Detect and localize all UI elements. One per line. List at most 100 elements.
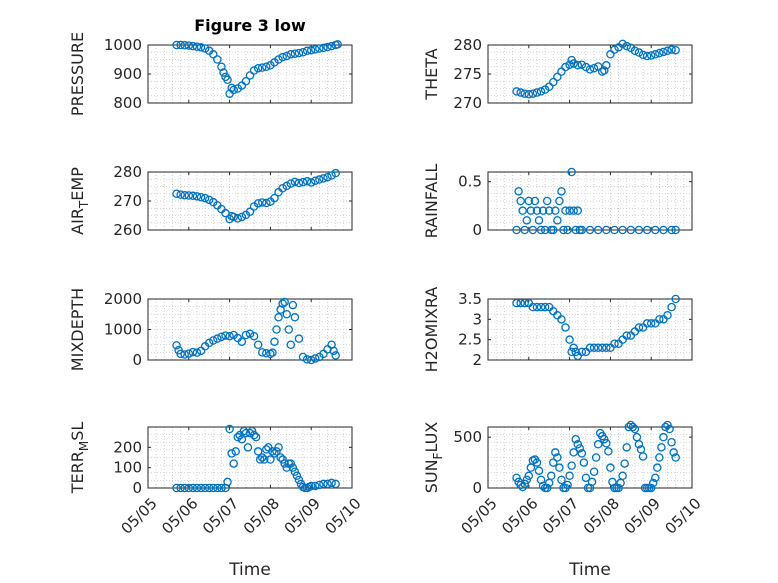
data-point [331,351,340,360]
data-point [516,196,525,206]
data-point [253,340,263,349]
data-point [546,471,556,481]
axes-frame [487,426,693,489]
data-point [646,483,656,493]
data-point [602,225,611,235]
data-point [634,440,644,449]
data-point [284,325,294,334]
data-point [565,335,574,344]
data-point [573,61,583,70]
data-point [311,481,320,491]
data-point [311,176,320,185]
data-point [655,315,664,324]
data-point [268,348,277,357]
data-series [512,420,680,493]
data-point [579,458,589,467]
data-point [563,225,572,235]
y-axis-label: SUNFLUX [422,422,445,494]
data-point [534,466,544,475]
data-point [249,66,259,75]
data-point [323,172,332,182]
data-point [516,298,525,308]
data-point [294,475,304,485]
data-point [274,443,283,452]
data-point [213,334,222,343]
data-point [306,355,316,365]
data-point [249,430,259,440]
y-tick-label: 0 [472,479,482,497]
y-tick-label: 1000 [104,36,142,54]
data-point [192,348,202,357]
data-point [528,302,538,312]
data-point [237,212,247,222]
data-point [569,59,578,68]
y-tick-label: 270 [453,94,482,112]
x-tick-label: 05/08 [580,494,623,537]
data-point [630,46,640,56]
data-point [655,453,664,462]
data-point [302,355,312,364]
data-point [663,420,672,430]
data-point [557,187,566,196]
data-point [180,41,189,50]
data-point [628,422,638,432]
data-point [591,453,601,462]
data-point [573,440,583,449]
data-point [651,225,660,235]
data-point [602,343,611,353]
data-point [534,216,544,225]
data-point [204,195,214,205]
data-point [593,62,603,71]
data-point [231,447,240,456]
x-axis-label: Time [568,560,611,580]
data-point [555,196,564,206]
data-point [315,175,324,184]
data-point [217,483,226,493]
data-point [200,193,210,203]
data-point [323,42,332,52]
data-point [671,294,680,304]
data-point [659,47,668,57]
data-point [610,339,619,348]
y-tick-label: 800 [113,94,142,112]
data-point [172,483,181,493]
data-point [671,45,680,55]
data-point [200,483,210,493]
data-point [561,323,570,332]
y-axis-label: H2OMIXRA [422,287,441,373]
data-point [626,225,636,235]
data-point [311,354,320,363]
data-point [268,447,277,456]
data-point [286,459,296,468]
data-point [253,447,263,456]
data-point [184,191,194,200]
data-point [249,331,259,341]
data-point [571,225,580,235]
grid-lines [148,299,352,360]
data-point [323,479,332,489]
chart-panel-3: 260 270 280 AIRTEMP [68,163,353,239]
data-point [526,206,536,215]
x-tick-label: 05/07 [199,494,242,537]
y-axis-label: THETA [422,48,441,100]
data-point [319,174,328,183]
chart-title: Figure 3 low [194,16,306,35]
y-axis-label: MIXDEPTH [68,288,87,371]
data-point [532,302,542,312]
data-point [270,449,279,458]
x-tick-label: 05/10 [321,494,364,537]
data-point [225,331,234,341]
data-point [229,212,238,222]
data-series [512,294,680,361]
data-point [642,319,652,328]
data-point [651,50,660,59]
y-tick-label: 270 [113,192,142,210]
data-point [217,62,226,72]
data-point [188,191,198,201]
data-point [553,216,562,225]
data-point [278,299,287,308]
data-point [602,439,611,448]
data-point [319,43,328,53]
data-point [622,443,631,452]
data-point [620,459,629,468]
